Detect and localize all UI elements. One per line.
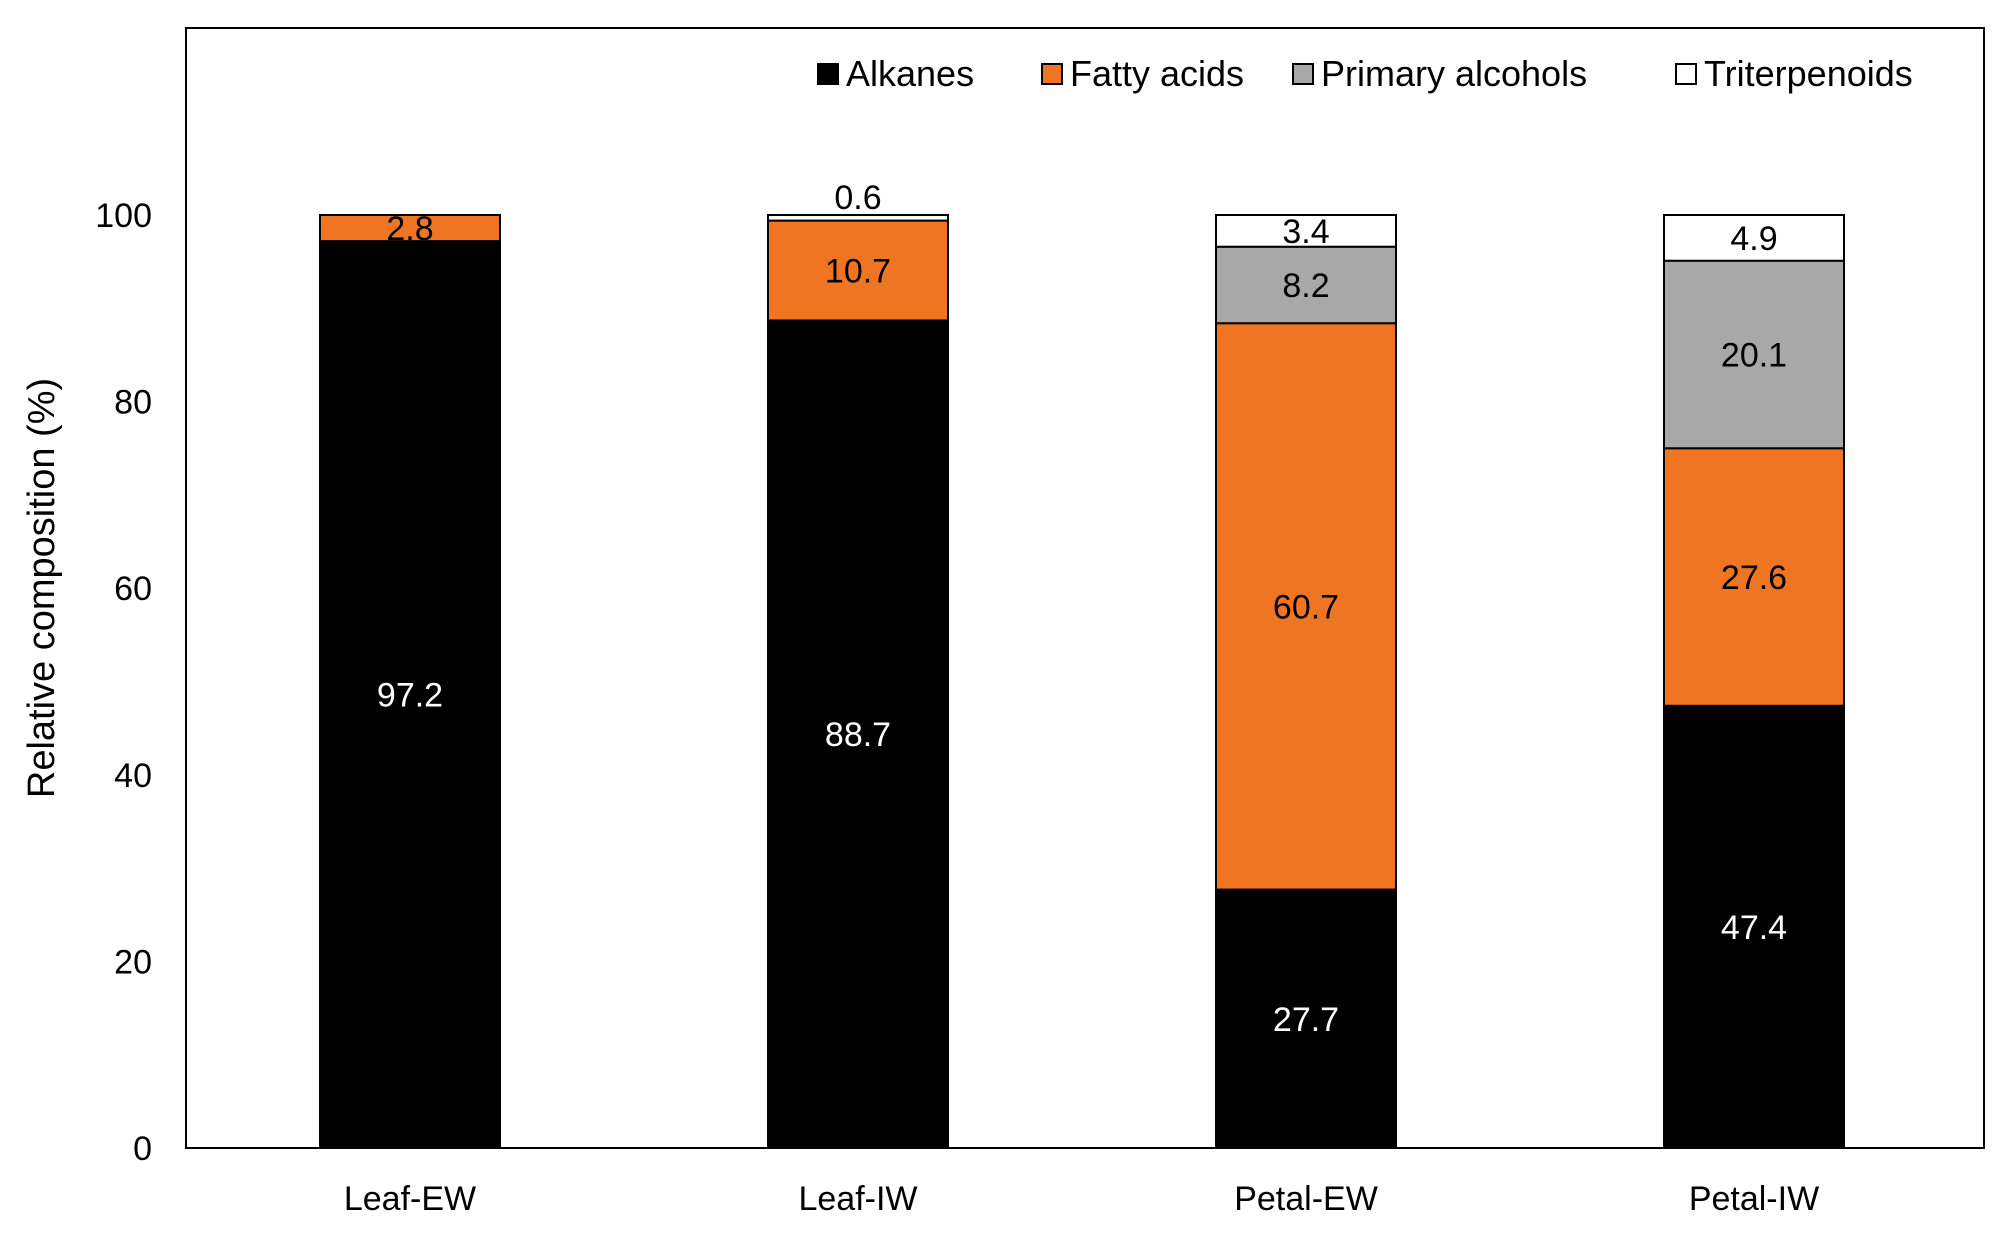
data-label-triterpenoids: 0.6 [834,179,881,217]
data-label-triterpenoids: 3.4 [1282,213,1329,251]
data-label-primary-alcohols: 8.2 [1282,267,1329,305]
bar-stack-leaf-iw: 88.7 10.7 0.6 [767,179,949,1149]
bar-segment-fatty-acids [767,219,949,322]
legend-swatch-primary-alcohols [1292,63,1314,85]
bar-segment-fatty-acids [1215,322,1397,891]
bar-segment-fatty-acids [1663,447,1845,707]
bar-segment-fatty-acids [319,214,501,243]
data-label-triterpenoids: 4.9 [1730,220,1777,258]
legend-item-triterpenoids: Triterpenoids [1675,53,1913,94]
bar-segment-triterpenoids [1663,214,1845,262]
x-tick-label-petal-ew: Petal-EW [1234,1180,1378,1218]
y-axis-title: Relative composition (%) [21,378,63,798]
bar-stack-petal-iw: 47.4 27.6 20.1 4.9 [1663,214,1845,1149]
bar-segment-triterpenoids [1215,214,1397,248]
bar-segment-alkanes [1663,704,1845,1149]
bar-stack-petal-ew: 27.7 60.7 8.2 3.4 [1215,213,1397,1150]
data-label-alkanes: 47.4 [1721,909,1787,947]
legend: Alkanes Fatty acids Primary alcohols Triter… [817,53,1913,94]
y-tick-label-60: 60 [114,570,152,608]
bars: 97.2 2.8 88.7 10.7 0.6 27.7 60.7 8.2 3.4 47.4 27.6… [319,179,1845,1150]
y-axis-ticks: 0 20 40 60 80 100 [95,197,152,1168]
legend-swatch-alkanes [817,63,839,85]
legend-item-fatty-acids: Fatty acids [1041,53,1244,94]
bar-segment-primary-alcohols [1663,259,1845,450]
plot-frame [185,27,1985,1149]
y-tick-label-0: 0 [133,1130,152,1168]
data-label-fatty-acids: 2.8 [386,210,433,248]
data-label-fatty-acids: 60.7 [1273,588,1339,626]
bar-segment-alkanes [1215,888,1397,1150]
legend-swatch-fatty-acids [1041,63,1063,85]
x-tick-label-leaf-ew: Leaf-EW [344,1180,476,1218]
data-label-fatty-acids: 10.7 [825,253,891,291]
x-tick-label-leaf-iw: Leaf-IW [798,1180,917,1218]
legend-item-primary-alcohols: Primary alcohols [1292,53,1587,94]
x-axis-category-labels: Leaf-EW Leaf-IW Petal-EW Petal-IW [344,1180,1819,1218]
legend-item-alkanes: Alkanes [817,53,974,94]
y-tick-label-40: 40 [114,757,152,795]
legend-label-fatty-acids: Fatty acids [1070,53,1244,94]
data-label-fatty-acids: 27.6 [1721,559,1787,597]
data-label-alkanes: 88.7 [825,716,891,754]
y-tick-label-100: 100 [95,197,152,235]
data-label-alkanes: 27.7 [1273,1001,1339,1039]
legend-swatch-triterpenoids [1675,63,1697,85]
y-tick-label-20: 20 [114,943,152,981]
bar-stack-leaf-ew: 97.2 2.8 [319,210,501,1149]
y-tick-label-80: 80 [114,384,152,422]
legend-label-alkanes: Alkanes [846,53,974,94]
legend-label-triterpenoids: Triterpenoids [1704,53,1913,94]
data-label-alkanes: 97.2 [377,677,443,715]
legend-label-primary-alcohols: Primary alcohols [1321,53,1587,94]
bar-segment-triterpenoids [767,214,949,222]
x-tick-label-petal-iw: Petal-IW [1689,1180,1819,1218]
bar-segment-primary-alcohols [1215,245,1397,325]
data-label-primary-alcohols: 20.1 [1721,336,1787,374]
